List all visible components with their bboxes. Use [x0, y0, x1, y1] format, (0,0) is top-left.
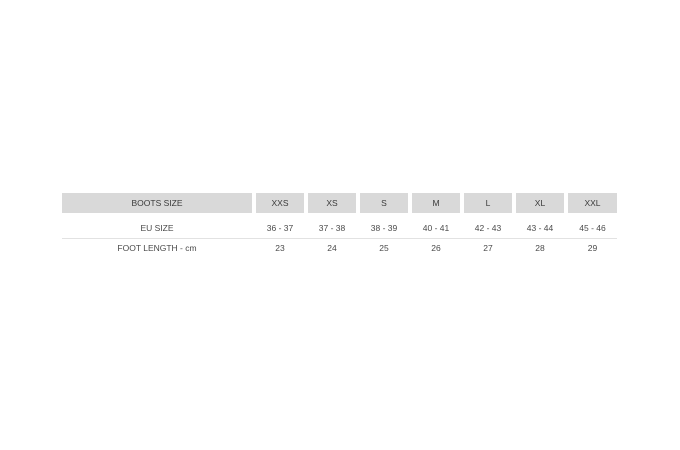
header-cell: XS — [308, 193, 356, 213]
table-cell: 37 - 38 — [318, 223, 346, 233]
header-cell: XXL — [568, 193, 617, 213]
header-cell: XXS — [256, 193, 304, 213]
header-cell: M — [412, 193, 460, 213]
table-cell: 45 - 46 — [579, 223, 606, 233]
table-cell: 23 — [275, 243, 285, 253]
table-cell: 27 — [483, 243, 493, 253]
table-cell: 28 — [535, 243, 545, 253]
table-cell: 26 — [431, 243, 441, 253]
header-cell: L — [464, 193, 512, 213]
table-cell: 24 — [327, 243, 337, 253]
table-cell: FOOT LENGTH - cm — [117, 243, 197, 253]
header-cell: S — [360, 193, 408, 213]
table-cell: 40 - 41 — [422, 223, 450, 233]
table-cell: 42 - 43 — [474, 223, 502, 233]
table-cell: 38 - 39 — [370, 223, 398, 233]
table-cell: 25 — [379, 243, 389, 253]
header-cell: XL — [516, 193, 564, 213]
table-cell: 36 - 37 — [266, 223, 294, 233]
table-cell: 29 — [587, 243, 598, 253]
row-divider — [62, 238, 617, 239]
table-cell: EU SIZE — [140, 223, 174, 233]
table-cell: 43 - 44 — [526, 223, 554, 233]
header-cell: BOOTS SIZE — [62, 193, 252, 213]
